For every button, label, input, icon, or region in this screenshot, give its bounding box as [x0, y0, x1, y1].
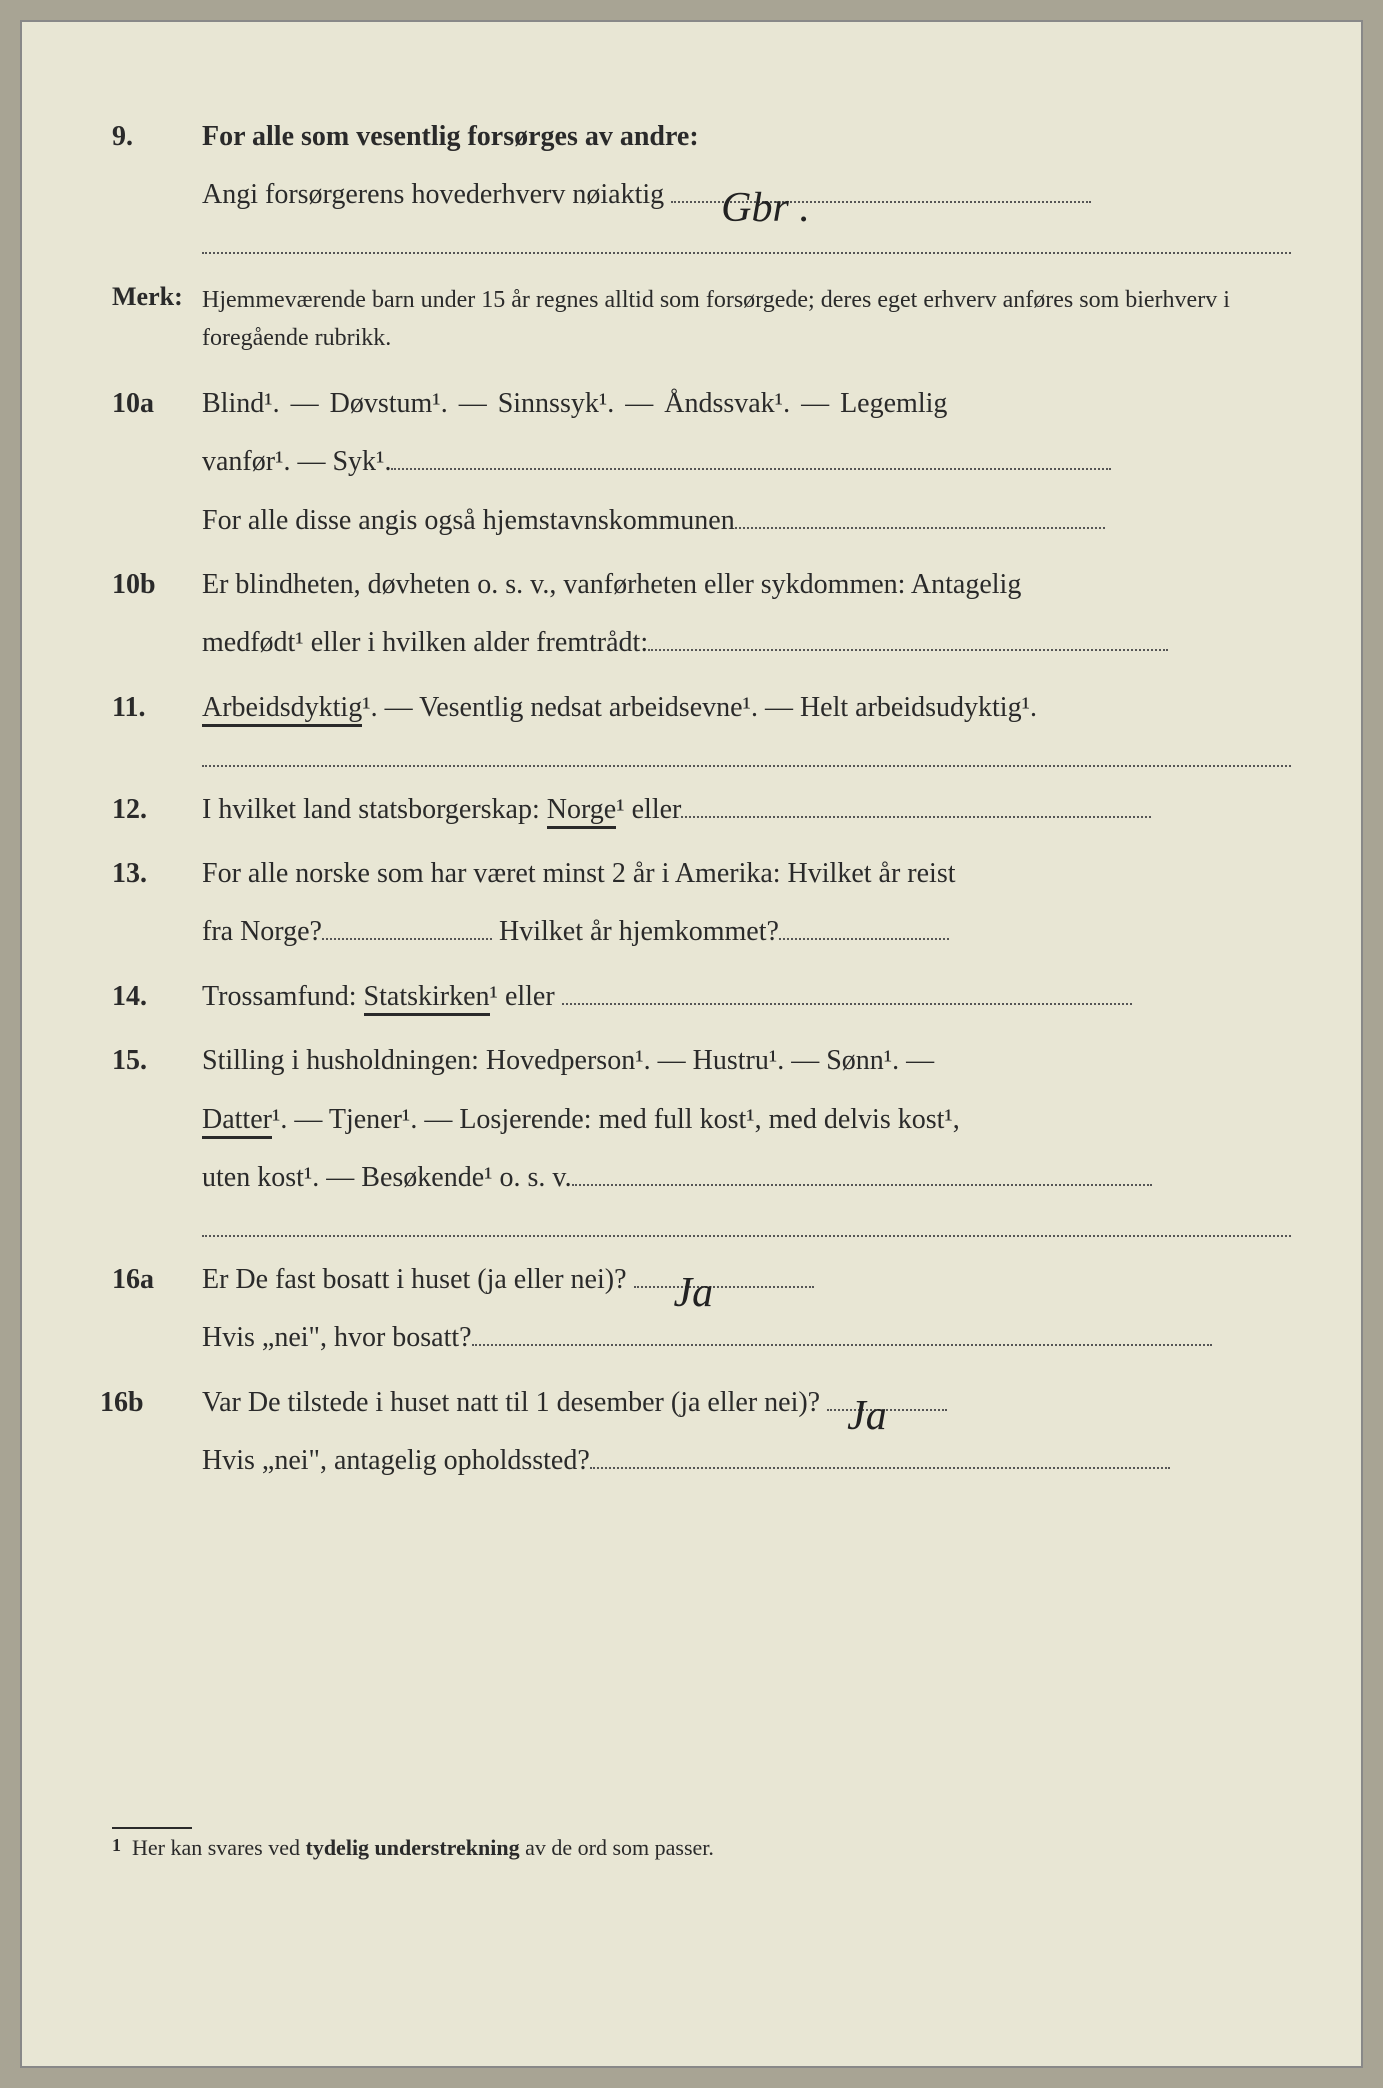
- footnote-rule: [112, 1827, 192, 1829]
- q16a-text1: Er De fast bosatt i huset (ja eller nei)…: [202, 1264, 627, 1295]
- question-9: 9. For alle som vesentlig forsørges av a…: [112, 112, 1291, 254]
- question-11: 11. Arbeidsdyktig¹. — Vesentlig nedsat a…: [112, 683, 1291, 767]
- question-16b: 16b Var De tilstede i huset natt til 1 d…: [112, 1378, 1291, 1487]
- q12-rest: ¹ eller: [616, 794, 681, 825]
- q16a-number: 16a: [112, 1255, 202, 1305]
- q10a-text1: Blind¹. — Døvstum¹. — Sinnssyk¹. — Åndss…: [202, 379, 1291, 429]
- question-14: 14. Trossamfund: Statskirken¹ eller: [112, 972, 1291, 1022]
- q9-line2: Angi forsørgerens hovederhverv nøiaktig: [202, 179, 664, 210]
- q11-rest: ¹. — Vesentlig nedsat arbeidsevne¹. — He…: [362, 692, 1037, 723]
- q10a-text2: vanfør¹. — Syk¹.: [202, 446, 391, 477]
- q13-text2b: Hvilket år hjemkommet?: [499, 916, 779, 947]
- question-10a: 10a Blind¹. — Døvstum¹. — Sinnssyk¹. — Å…: [112, 379, 1291, 546]
- q10b-number: 10b: [112, 560, 202, 610]
- q13-text1: For alle norske som har været minst 2 år…: [202, 849, 1291, 899]
- census-form-page: 9. For alle som vesentlig forsørges av a…: [20, 20, 1363, 2068]
- footnote-num: 1: [112, 1835, 121, 1855]
- q9-handwritten-answer: Gbr .: [711, 171, 820, 247]
- q15-number: 15.: [112, 1036, 202, 1086]
- q12-number: 12.: [112, 785, 202, 835]
- q9-line1: For alle som vesentlig forsørges av andr…: [202, 112, 1291, 162]
- question-16a: 16a Er De fast bosatt i huset (ja eller …: [112, 1255, 1291, 1364]
- q10a-number: 10a: [112, 379, 202, 429]
- question-15: 15. Stilling i husholdningen: Hovedperso…: [112, 1036, 1291, 1237]
- q14-rest: ¹ eller: [490, 981, 562, 1012]
- dotted-continuation-11: [202, 741, 1291, 767]
- q16b-text2: Hvis „nei", antagelig opholdssted?: [202, 1445, 590, 1476]
- q15-text3: uten kost¹. — Besøkende¹ o. s. v.: [202, 1162, 572, 1193]
- merk-label: Merk:: [112, 282, 202, 356]
- q14-number: 14.: [112, 972, 202, 1022]
- q14-pre: Trossamfund:: [202, 981, 364, 1012]
- q10b-text2: medfødt¹ eller i hvilken alder fremtrådt…: [202, 627, 648, 658]
- q15-text2: ¹. — Tjener¹. — Losjerende: med full kos…: [272, 1104, 960, 1135]
- q13-text2a: fra Norge?: [202, 916, 322, 947]
- q9-number: 9.: [112, 112, 202, 162]
- q11-number: 11.: [112, 683, 202, 733]
- q15-underlined: Datter: [202, 1104, 272, 1139]
- q13-number: 13.: [112, 849, 202, 899]
- q15-text1: Stilling i husholdningen: Hovedperson¹. …: [202, 1036, 1291, 1086]
- footnote-text: Her kan svares ved tydelig understreknin…: [132, 1835, 714, 1860]
- merk-note: Merk: Hjemmeværende barn under 15 år reg…: [112, 282, 1291, 356]
- q11-underlined: Arbeidsdyktig: [202, 692, 362, 727]
- dotted-continuation-15: [202, 1211, 1291, 1237]
- q16a-handwritten: Ja: [664, 1256, 724, 1332]
- footnote: 1 Her kan svares ved tydelig understrekn…: [112, 1835, 1291, 1861]
- q10a-text3: For alle disse angis også hjemstavnskomm…: [202, 505, 735, 536]
- merk-text: Hjemmeværende barn under 15 år regnes al…: [202, 282, 1291, 356]
- q16b-number: 16b: [100, 1378, 202, 1428]
- q16a-text2: Hvis „nei", hvor bosatt?: [202, 1322, 472, 1353]
- q12-pre: I hvilket land statsborgerskap:: [202, 794, 547, 825]
- question-12: 12. I hvilket land statsborgerskap: Norg…: [112, 785, 1291, 835]
- q14-underlined: Statskirken: [364, 981, 490, 1016]
- question-10b: 10b Er blindheten, døvheten o. s. v., va…: [112, 560, 1291, 669]
- q16b-text1: Var De tilstede i huset natt til 1 desem…: [202, 1387, 820, 1418]
- q16b-handwritten: Ja: [837, 1379, 897, 1455]
- question-13: 13. For alle norske som har været minst …: [112, 849, 1291, 958]
- q10b-text1: Er blindheten, døvheten o. s. v., vanfør…: [202, 560, 1291, 610]
- q12-underlined: Norge: [547, 794, 616, 829]
